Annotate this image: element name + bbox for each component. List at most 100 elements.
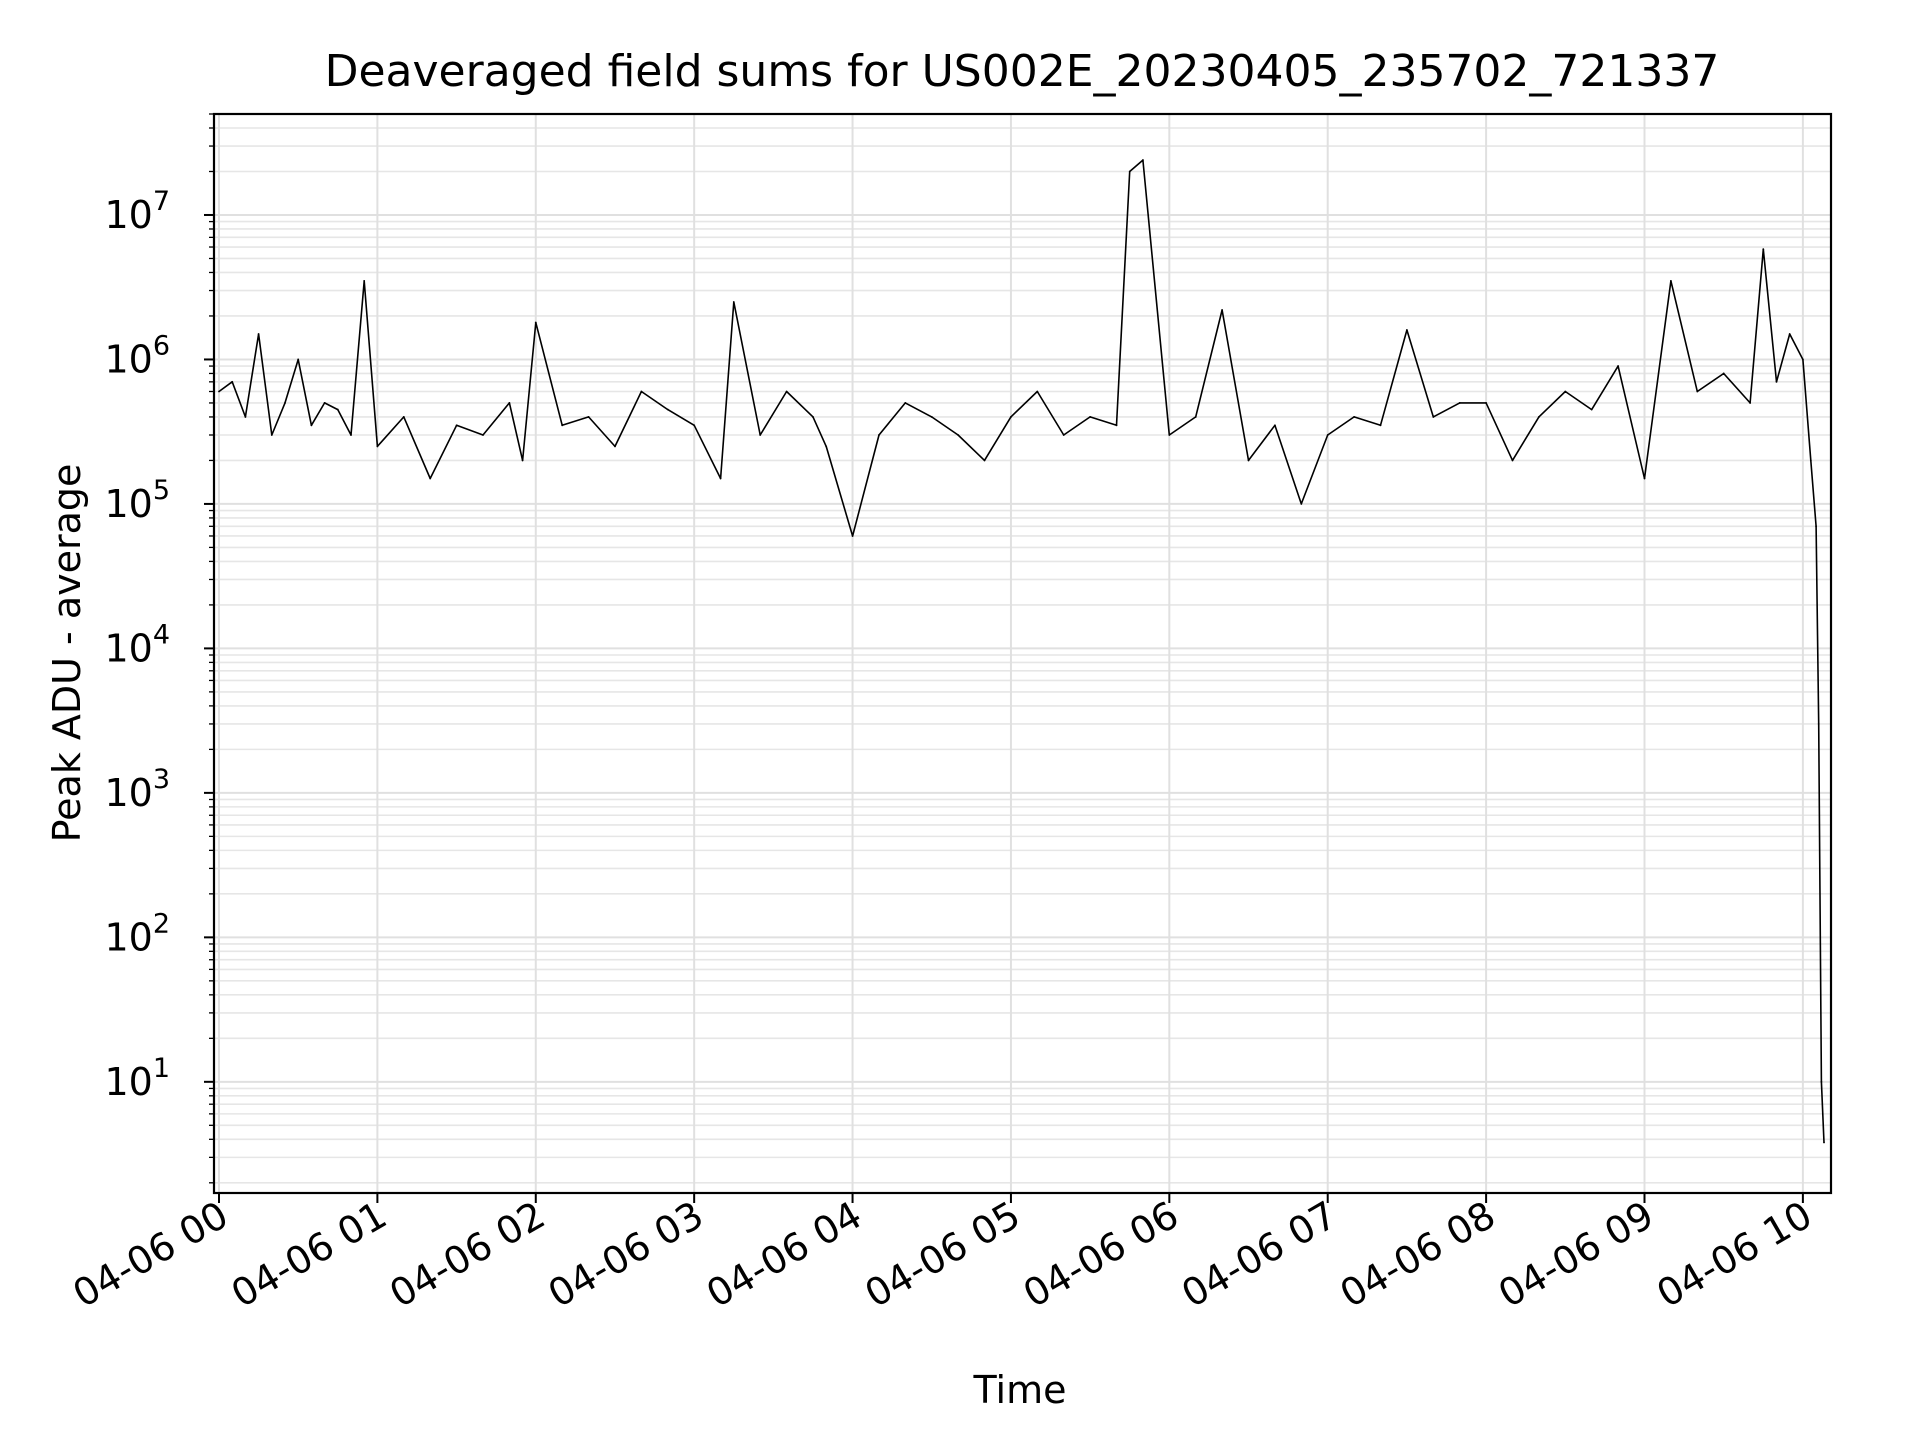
data-point [218,390,220,393]
data-point [904,402,907,404]
y-axis-ticks: 101 102 103 104 105 106 107 [104,113,214,1184]
data-point [350,434,352,436]
x-tick-label: 04-06 03 [541,1193,711,1317]
data-point [482,434,484,436]
data-point [732,301,735,303]
data-point [336,408,339,411]
y-tick-label: 105 [104,475,170,526]
data-point [297,358,300,361]
data-point [983,459,986,462]
data-point [376,445,379,448]
data-point [785,390,788,393]
data-point [759,434,762,436]
data-point [957,434,960,436]
data-point [508,402,511,404]
data-point [1036,390,1039,393]
data-point [1617,365,1619,367]
data-point [1089,416,1092,418]
data-point [930,416,933,418]
data-point [1817,723,1820,725]
data-point [1696,390,1699,393]
data-point [825,445,828,448]
data-point [1062,434,1065,436]
data-point [244,416,247,418]
x-tick-label: 04-06 06 [1016,1193,1186,1317]
data-point [1115,424,1118,427]
data-point [1538,416,1540,418]
data-point [1379,424,1382,427]
grid-lines [214,113,1831,1193]
data-point [521,459,524,462]
data-point [455,424,458,427]
data-point [284,402,286,404]
data-point [1511,459,1514,462]
data-point [587,416,590,418]
chart-title: Deaveraged field sums for US002E_2023040… [325,46,1720,97]
data-point [614,445,616,448]
data-point [851,535,854,537]
plot-area-frame [212,112,1833,1195]
x-axis-label: Time [973,1368,1067,1412]
data-point [1643,477,1646,480]
y-tick-label: 102 [104,908,170,959]
data-point [1458,402,1461,404]
data-point [1564,390,1567,393]
x-tick-label: 04-06 07 [1174,1193,1344,1317]
y-tick-label: 101 [104,1053,170,1104]
data-point [1815,525,1817,528]
data-point [719,477,722,480]
data-point [1353,416,1356,418]
data-point [1762,248,1765,251]
y-axis-label: Peak ADU - average [45,464,89,843]
data-point [1168,434,1171,436]
data-point [402,416,405,418]
data-point [1823,1141,1825,1144]
data-point [1749,402,1751,404]
y-tick-label: 103 [104,764,170,815]
x-tick-label: 04-06 01 [224,1193,394,1317]
data-point [878,434,880,436]
data-point [1221,309,1224,311]
data-point [363,279,366,282]
x-tick-label: 04-06 00 [66,1193,236,1317]
data-point [429,477,432,480]
y-tick-label: 104 [104,619,170,670]
data-point [310,424,313,427]
data-point [1274,424,1276,427]
data-point [1801,358,1804,361]
data-point [1788,333,1791,335]
data-point [1128,170,1131,173]
data-point [1432,416,1435,418]
x-tick-label: 04-06 04 [699,1193,869,1317]
y-tick-label: 106 [104,330,170,381]
data-point [257,333,260,335]
x-tick-label: 04-06 10 [1649,1193,1819,1317]
data-point [1326,434,1329,436]
y-tick-label: 107 [104,186,170,237]
data-point [1775,380,1778,383]
data-point [1300,503,1303,505]
x-tick-label: 04-06 02 [382,1193,552,1317]
data-point [1010,416,1012,418]
data-point [270,434,273,436]
data-point [231,380,234,383]
data-point [1194,416,1197,418]
data-point [1669,279,1672,282]
data-point [534,321,537,324]
series-layer [218,159,1825,1144]
data-point [666,408,669,411]
data-point [1142,159,1144,161]
x-tick-label: 04-06 05 [857,1193,1027,1317]
data-point [1809,459,1812,462]
data-point [812,416,814,418]
data-point [1485,402,1488,404]
data-point [1722,372,1725,375]
data-point [1820,1080,1823,1083]
data-point [640,390,643,393]
data-point [561,424,564,427]
data-point [323,402,326,404]
data-point [1247,459,1250,462]
x-tick-label: 04-06 08 [1333,1193,1503,1317]
